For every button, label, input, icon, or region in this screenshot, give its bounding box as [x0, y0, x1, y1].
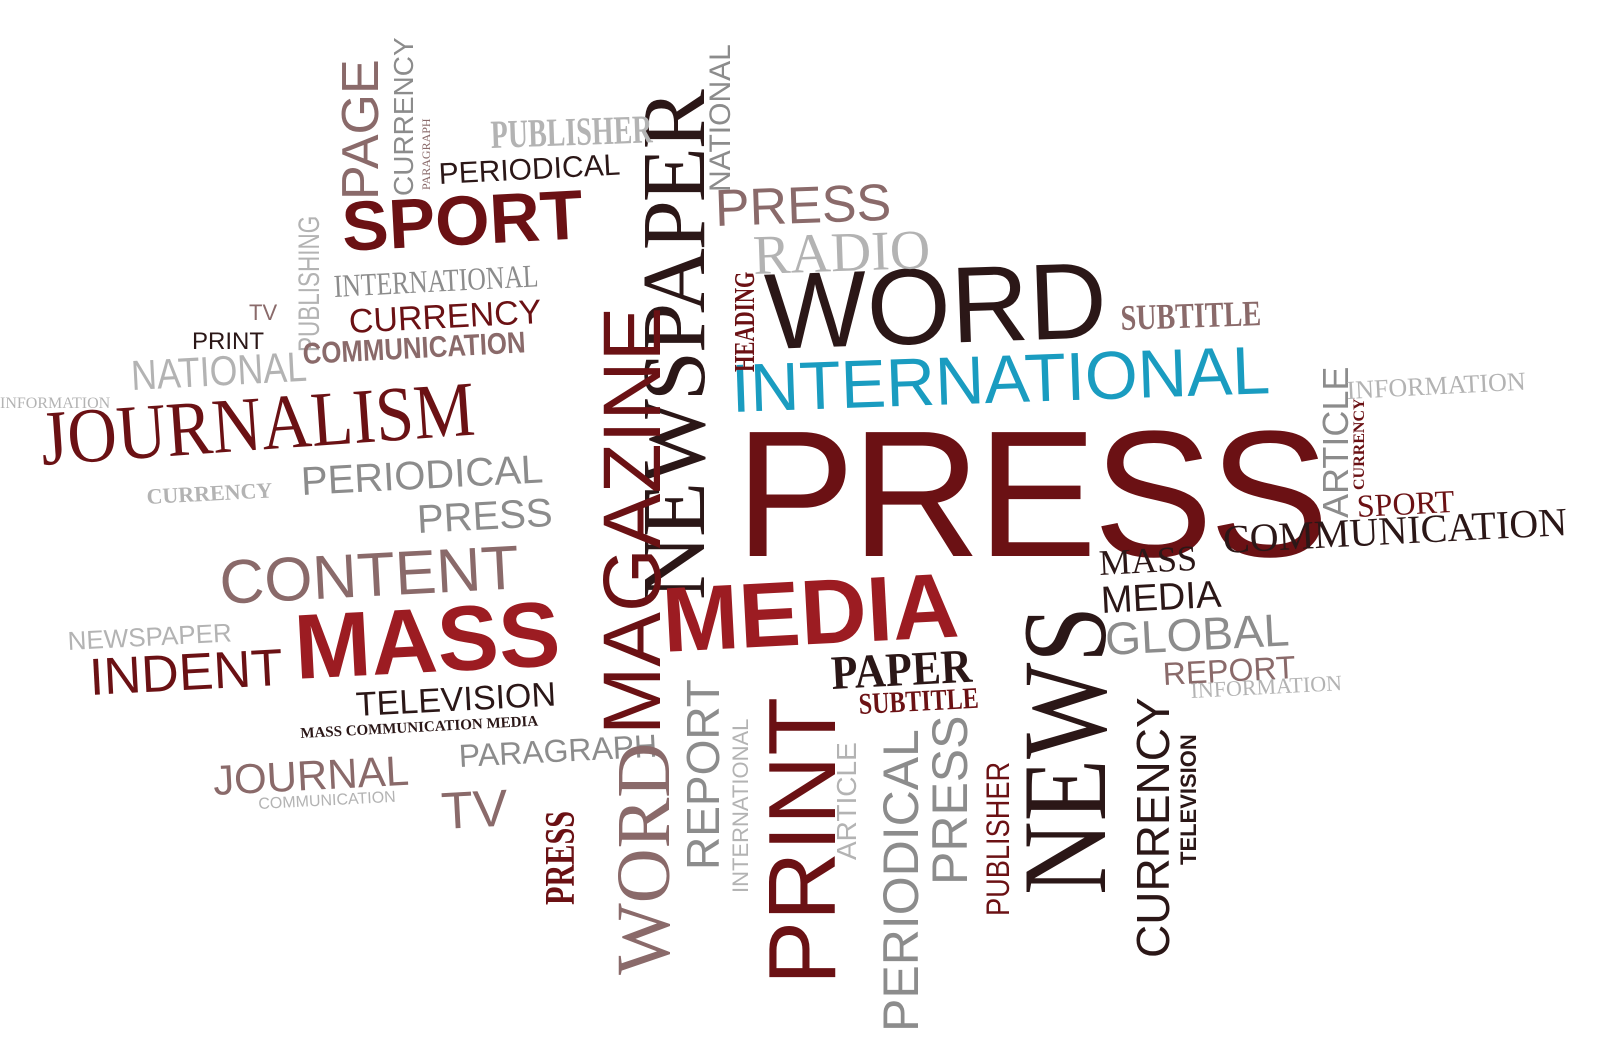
word-national-left: NATIONAL [129, 342, 308, 399]
word-subtitle-right: SUBTITLE [1119, 293, 1262, 338]
word-currency-left: CURRENCY [145, 477, 273, 509]
word-word-vertical: WORD [602, 742, 686, 975]
word-tv-mid: TV [439, 779, 510, 841]
word-publishing-vertical: PUBLISHING [293, 215, 326, 352]
word-international-teal: INTERNATIONAL [729, 332, 1272, 427]
word-information-right-top: INFORMATION [1345, 366, 1527, 405]
word-page-vertical: PAGE [332, 59, 390, 200]
word-publisher-top: PUBLISHER [489, 106, 654, 157]
word-currency-vertical-right: CURRENCY [1127, 697, 1179, 958]
word-national-top-vertical: NATIONAL [704, 44, 737, 192]
word-tv-small: TV [249, 300, 278, 325]
word-press-mid: PRESS [415, 490, 554, 542]
word-press-vertical-small: PRESS [538, 810, 584, 905]
word-information-left: INFORMATION [0, 395, 111, 412]
word-currency-top-vertical: CURRENCY [388, 37, 419, 196]
word-periodical-top: PERIODICAL [437, 148, 622, 191]
word-press-big: PRESS [735, 394, 1329, 595]
word-paragraph-small-vertical: PARAGRAPH [419, 118, 433, 190]
word-information-right-low: INFORMATION [1189, 670, 1343, 703]
word-article-vertical-mid: ARTICLE [831, 742, 862, 860]
word-currency-tiny-vertical: CURRENCY [1351, 398, 1368, 490]
word-magazine-vertical: MAGAZINE [587, 306, 678, 735]
word-communication-mid: COMMUNICATION [301, 326, 527, 371]
word-report-vertical: REPORT [677, 679, 729, 870]
word-sport-right: SPORT [1355, 482, 1456, 524]
word-print-small: PRINT [192, 328, 264, 355]
word-indent: INDENT [87, 638, 285, 707]
word-publisher-vertical: PUBLISHER [980, 761, 1016, 916]
word-television-vertical: TELEVISION [1176, 734, 1201, 865]
word-radio: RADIO [751, 218, 932, 287]
word-content: CONTENT [217, 533, 521, 618]
word-international-vertical: INTERNATIONAL [728, 718, 753, 893]
word-press-vertical-gray: PRESS [922, 715, 978, 885]
word-periodical-vertical: PERIODICAL [873, 729, 929, 1032]
